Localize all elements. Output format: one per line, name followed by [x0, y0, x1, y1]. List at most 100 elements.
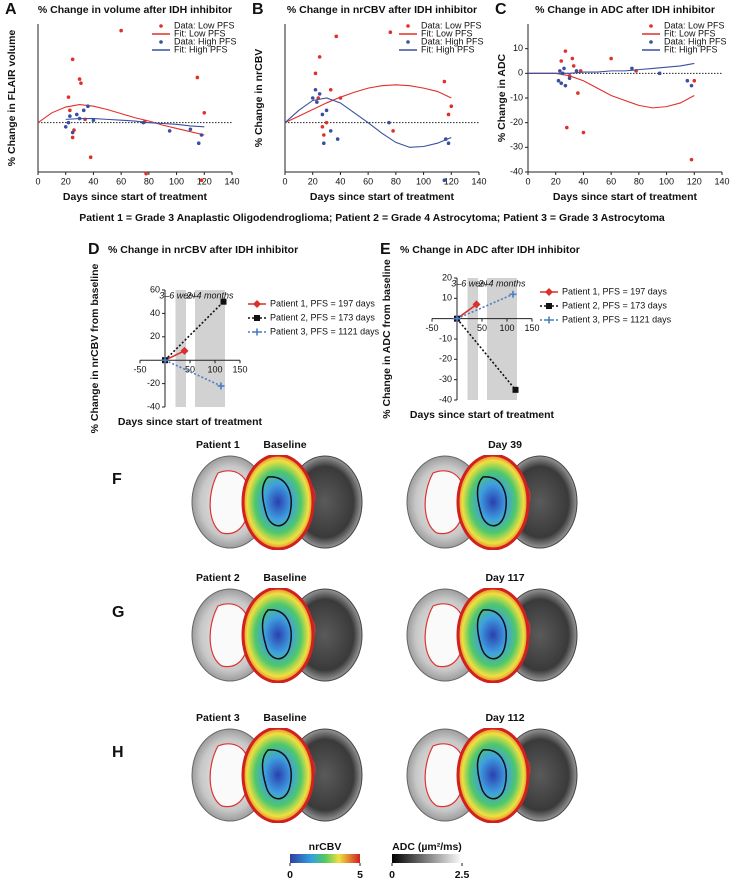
y-tick-label: -10 [439, 333, 452, 343]
point [559, 81, 564, 85]
y-tick-label: -40 [439, 394, 452, 404]
x-tick-label: 100 [416, 176, 431, 186]
legend-marker [254, 315, 260, 321]
legend-marker [253, 328, 261, 336]
x-tick-label: -50 [425, 323, 438, 333]
point [449, 104, 454, 109]
point [313, 71, 318, 76]
point [217, 382, 225, 390]
x-tick-label: 20 [551, 176, 561, 186]
x-tick-label: 140 [471, 176, 486, 186]
x-axis-title: Days since start of treatment [310, 191, 455, 203]
legend-label: Fit: Low PFS [421, 28, 473, 38]
legend-label: Data: Low PFS [664, 20, 725, 30]
series-line [456, 303, 477, 320]
point [442, 79, 447, 84]
x-tick-label: 80 [144, 176, 154, 186]
point [317, 55, 322, 59]
legend-label: Data: Low PFS [174, 20, 235, 30]
point [75, 112, 79, 117]
y-axis-title: % Change in nrCBV from baseline [89, 263, 101, 433]
x-tick-label: 100 [659, 176, 674, 186]
point [324, 108, 329, 113]
point [167, 129, 172, 133]
band-label: 2–4 months [185, 290, 234, 300]
x-tick-label: 50 [477, 323, 487, 333]
x-tick-label: 60 [363, 176, 373, 186]
x-tick-label: 20 [308, 176, 318, 186]
point [317, 92, 322, 96]
point [558, 69, 562, 73]
point [567, 76, 572, 81]
chart-title: % Change in volume after IDH inhibitor [38, 4, 232, 16]
x-tick-label: 100 [169, 176, 184, 186]
legend-label: Data: Low PFS [421, 20, 482, 30]
panel-letter: C [495, 1, 507, 18]
point [576, 91, 580, 95]
panel-letter: F [112, 471, 122, 488]
band-label: 3–6 weeks [159, 290, 203, 300]
panel-letter: H [112, 744, 124, 761]
y-tick-label: -20 [147, 378, 160, 388]
point [556, 78, 561, 83]
patient-label: Patient 1 [196, 439, 240, 451]
x-tick-label: 120 [444, 176, 459, 186]
legend-marker [546, 303, 552, 309]
legend-marker [545, 316, 553, 324]
legend-marker [406, 40, 410, 44]
legend-marker [649, 40, 653, 44]
point [388, 30, 393, 35]
legend-label: Fit: Low PFS [174, 28, 226, 38]
point [202, 111, 207, 115]
x-tick-label: 60 [116, 176, 126, 186]
patient-label: Patient 3 [196, 712, 240, 724]
point [77, 77, 82, 81]
legend-label: Fit: High PFS [174, 44, 228, 54]
y-tick-label: 20 [150, 331, 160, 341]
point [119, 28, 123, 33]
y-tick-label: -40 [147, 401, 160, 411]
point [310, 96, 315, 100]
point [692, 78, 697, 83]
point [509, 290, 517, 298]
colorbar-title: nrCBV [309, 841, 342, 853]
x-tick-label: 80 [391, 176, 401, 186]
point [81, 108, 86, 113]
chart: C % Change in ADC after IDH inhibitor 0 20 4… [495, 1, 730, 203]
point [196, 141, 201, 146]
point [574, 69, 579, 73]
x-tick-label: 140 [714, 176, 729, 186]
series-line [164, 350, 185, 361]
x-tick-label: 40 [578, 176, 588, 186]
panel-letter: D [88, 241, 100, 258]
x-tick-label: 150 [232, 365, 247, 375]
colorbar-tick-label: 2.5 [455, 869, 470, 881]
point [446, 141, 451, 146]
point [609, 56, 613, 61]
mri-montage [192, 588, 362, 682]
colorbar-tick-label: 0 [287, 869, 293, 881]
timepoint-label: Day 39 [488, 439, 522, 451]
chart-title: % Change in nrCBV after IDH inhibitor [108, 244, 298, 256]
point [195, 75, 200, 80]
mri-montage [407, 588, 577, 682]
point [86, 104, 90, 109]
x-axis-title: Days since start of treatment [553, 191, 698, 203]
y-tick-label: 10 [513, 43, 523, 53]
legend-marker [159, 40, 163, 44]
mri-montage [407, 728, 577, 822]
point [571, 64, 576, 68]
point [446, 112, 451, 117]
timepoint-label: Baseline [263, 572, 306, 584]
colorbar-title: ADC (µm²/ms) [392, 841, 462, 853]
point [630, 66, 634, 71]
point [315, 100, 319, 104]
x-tick-label: 60 [606, 176, 616, 186]
panel-letter: E [380, 241, 391, 258]
point [144, 171, 148, 176]
x-tick-label: 80 [634, 176, 644, 186]
legend-label: Fit: High PFS [664, 44, 718, 54]
x-tick-label: 40 [335, 176, 345, 186]
time-band [195, 290, 225, 407]
